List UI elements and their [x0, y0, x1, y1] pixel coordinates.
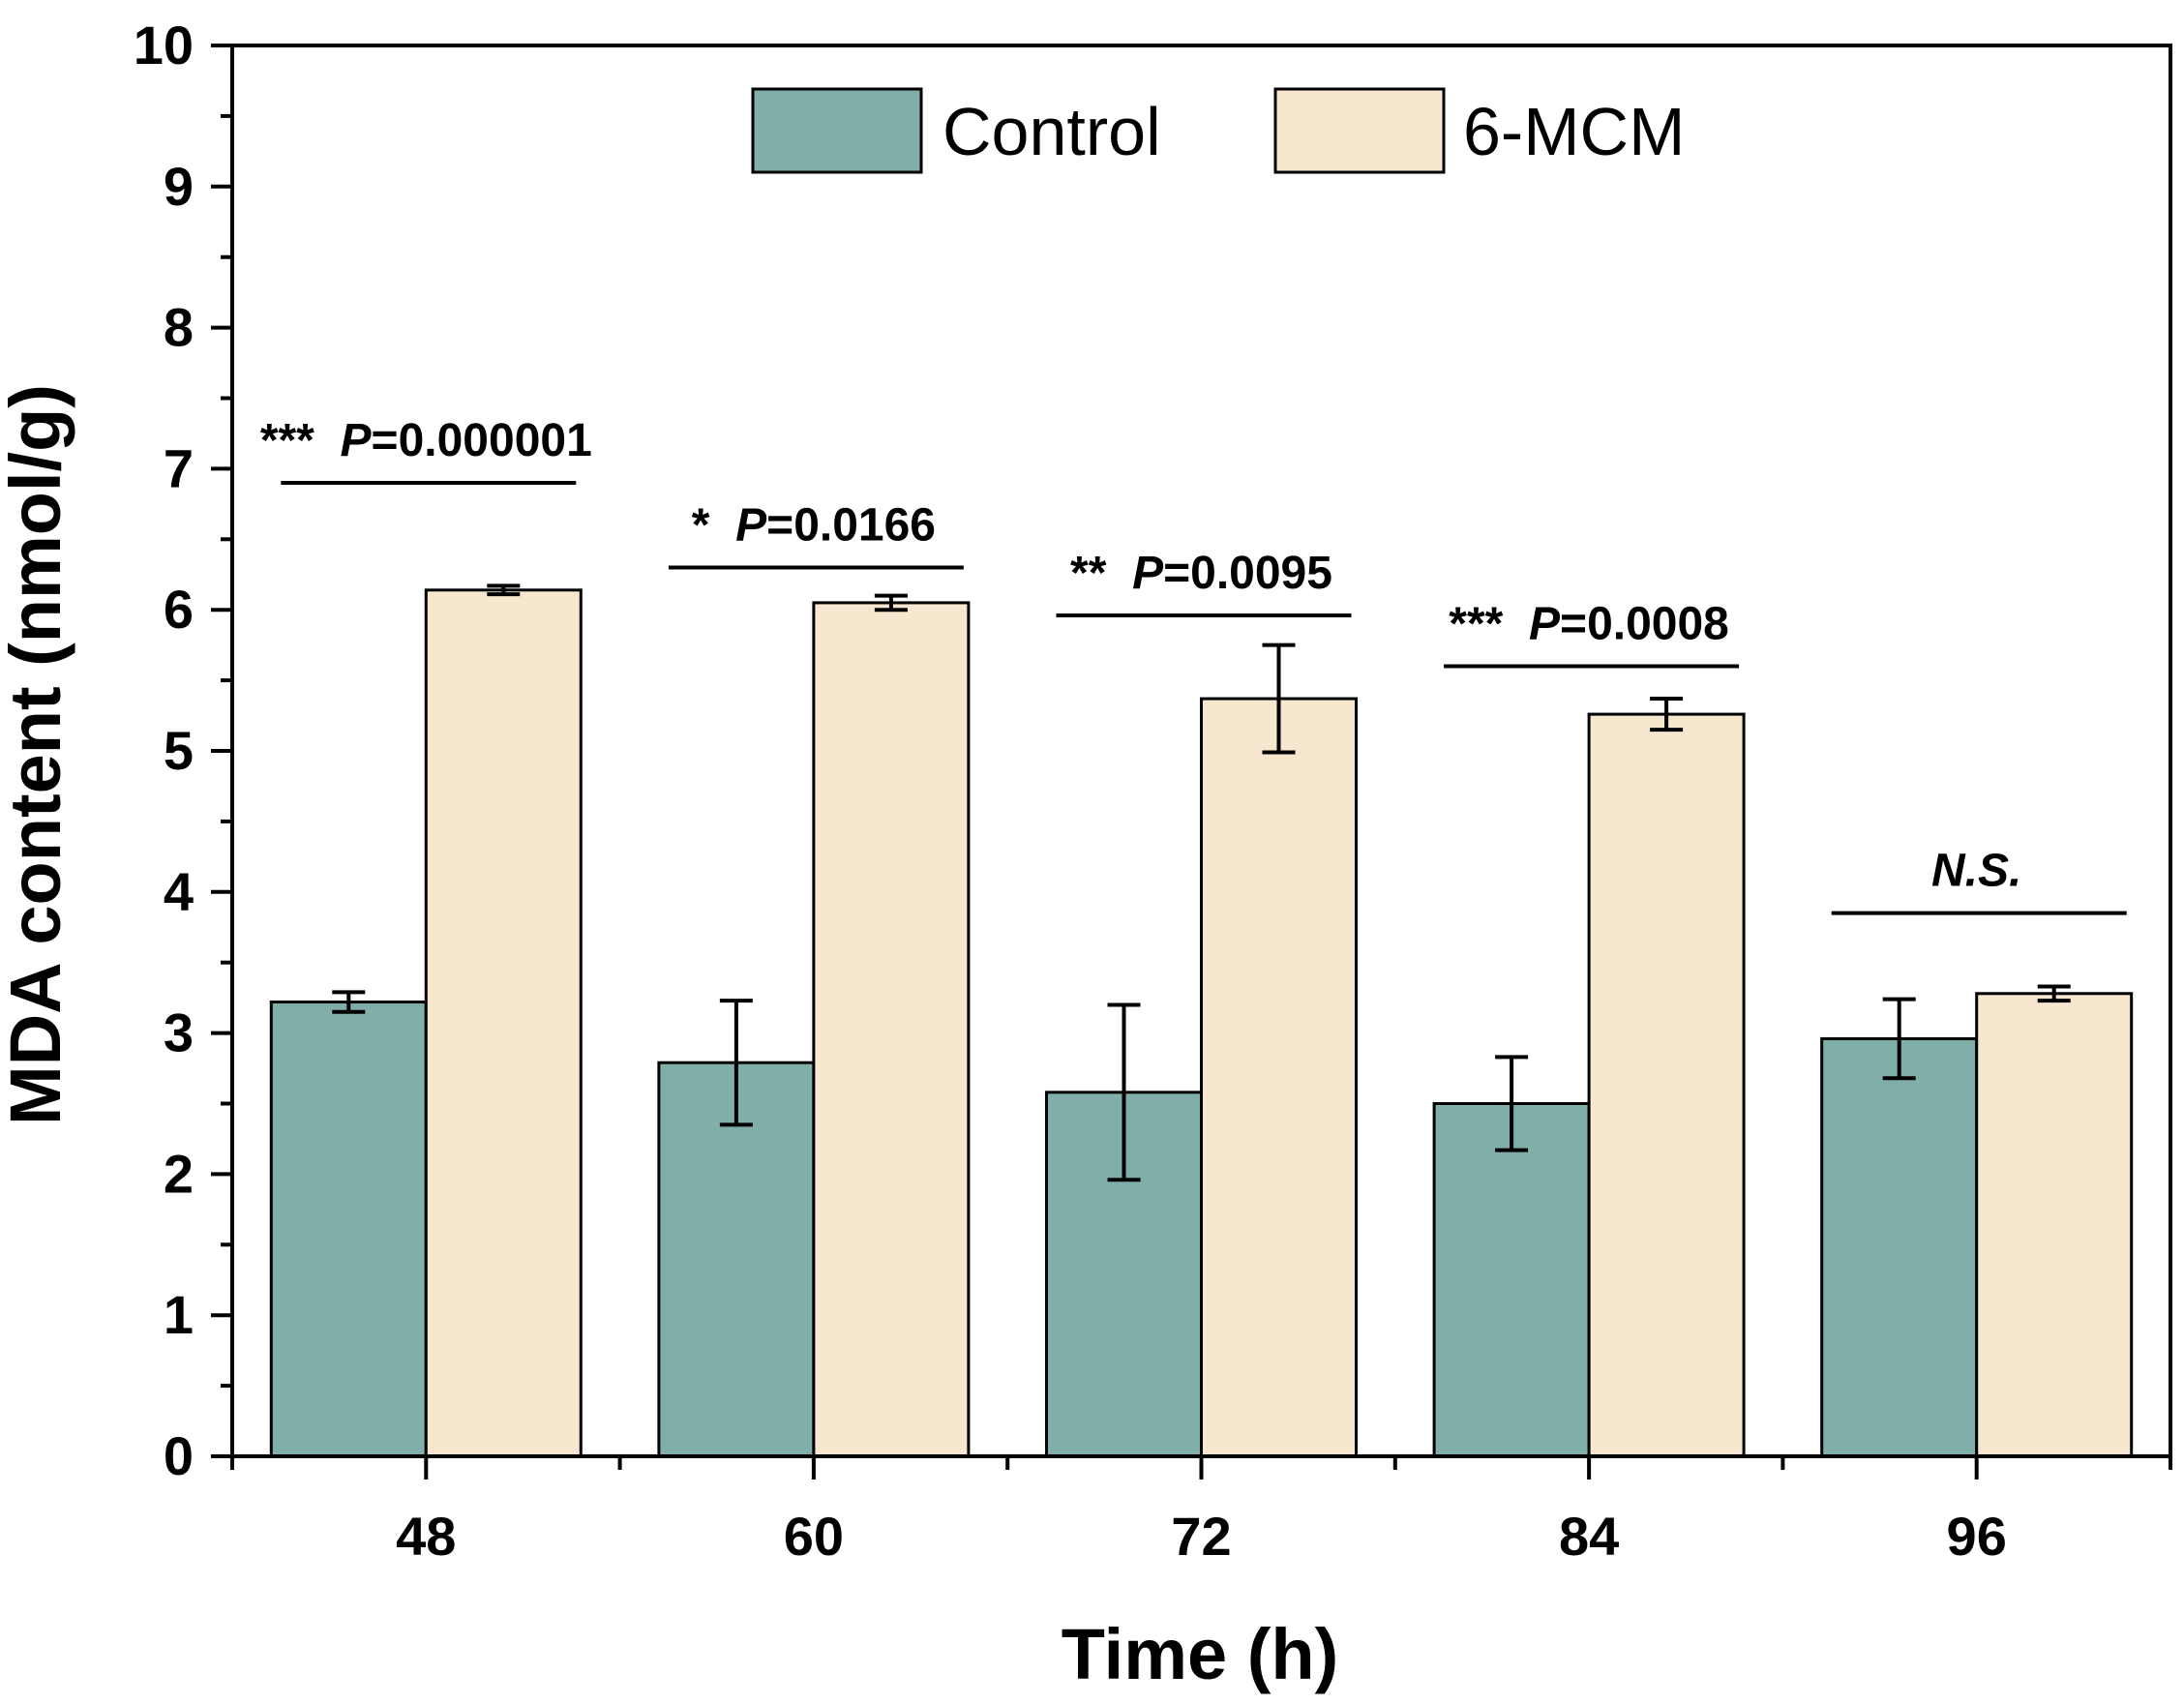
significance-stars: *	[692, 499, 710, 551]
p-label: P	[735, 499, 767, 551]
x-tick-label: 48	[396, 1506, 456, 1567]
y-tick-label: 4	[164, 861, 194, 922]
bar-control-84	[1432, 1102, 1591, 1458]
significance-gap	[1503, 599, 1529, 650]
bar-6-mcm-72	[1200, 697, 1358, 1458]
significance-stars: **	[1070, 548, 1107, 599]
error-bar-control-84	[1495, 1055, 1529, 1152]
p-label: N.S.	[1931, 846, 2021, 897]
bar-control-60	[657, 1061, 816, 1458]
significance-gap	[1106, 548, 1132, 599]
y-tick-label: 3	[164, 1002, 194, 1063]
significance-label-60: * P=0.0166	[692, 499, 936, 551]
x-tick-label: 60	[784, 1506, 844, 1567]
y-tick-label: 6	[164, 579, 194, 640]
y-tick-label: 8	[164, 297, 194, 358]
p-label: P	[1132, 548, 1164, 599]
bar-6-mcm-96	[1975, 992, 2134, 1458]
y-tick-label: 9	[164, 156, 194, 217]
error-bar-6-mcm-72	[1262, 643, 1296, 755]
bar-control-48	[269, 1001, 428, 1458]
x-tick-label: 72	[1171, 1506, 1231, 1567]
x-tick-label: 84	[1559, 1506, 1619, 1567]
y-axis-title: MDA content (nmol/g)	[0, 384, 75, 1125]
error-bar-6-mcm-48	[487, 583, 521, 597]
bar-control-96	[1820, 1036, 1979, 1458]
significance-label-96: N.S.	[1931, 846, 2021, 897]
legend-item-control: Control	[751, 87, 1161, 174]
p-value: =0.0095	[1163, 548, 1332, 599]
p-value: =0.0166	[766, 499, 936, 551]
significance-gap	[314, 415, 341, 466]
y-tick-label: 10	[134, 15, 194, 75]
bar-6-mcm-84	[1587, 712, 1746, 1458]
legend-swatch-6-mcm	[1273, 87, 1446, 174]
significance-gap	[709, 499, 735, 551]
y-tick-label: 0	[164, 1425, 194, 1486]
p-label: P	[1529, 599, 1561, 650]
p-value: =0.0008	[1560, 599, 1729, 650]
y-tick-label: 5	[164, 720, 194, 781]
y-tick-label: 7	[164, 437, 194, 498]
error-bar-6-mcm-60	[874, 593, 908, 613]
y-tick-label: 2	[164, 1143, 194, 1204]
significance-label-84: *** P=0.0008	[1449, 599, 1729, 650]
legend-label: 6-MCM	[1463, 94, 1685, 169]
error-bar-control-72	[1107, 1002, 1141, 1182]
significance-label-72: ** P=0.0095	[1070, 548, 1332, 599]
bar-6-mcm-48	[424, 588, 583, 1458]
error-bar-control-96	[1882, 997, 1916, 1081]
p-value: =0.000001	[372, 415, 592, 466]
error-bar-control-60	[719, 999, 753, 1127]
legend-item-6-mcm: 6-MCM	[1273, 87, 1685, 174]
legend-swatch-control	[751, 87, 923, 174]
error-bar-6-mcm-96	[2037, 984, 2071, 1003]
significance-stars: ***	[260, 415, 314, 466]
significance-stars: ***	[1449, 599, 1503, 650]
y-tick-label: 1	[164, 1284, 194, 1345]
x-axis-title: Time (h)	[1062, 1614, 1338, 1694]
error-bar-6-mcm-84	[1650, 697, 1684, 732]
error-bar-control-48	[332, 990, 366, 1014]
x-tick-label: 96	[1947, 1506, 2007, 1567]
bar-6-mcm-60	[812, 601, 971, 1458]
significance-label-48: *** P=0.000001	[260, 415, 592, 466]
p-label: P	[341, 415, 373, 466]
legend-label: Control	[942, 94, 1161, 169]
